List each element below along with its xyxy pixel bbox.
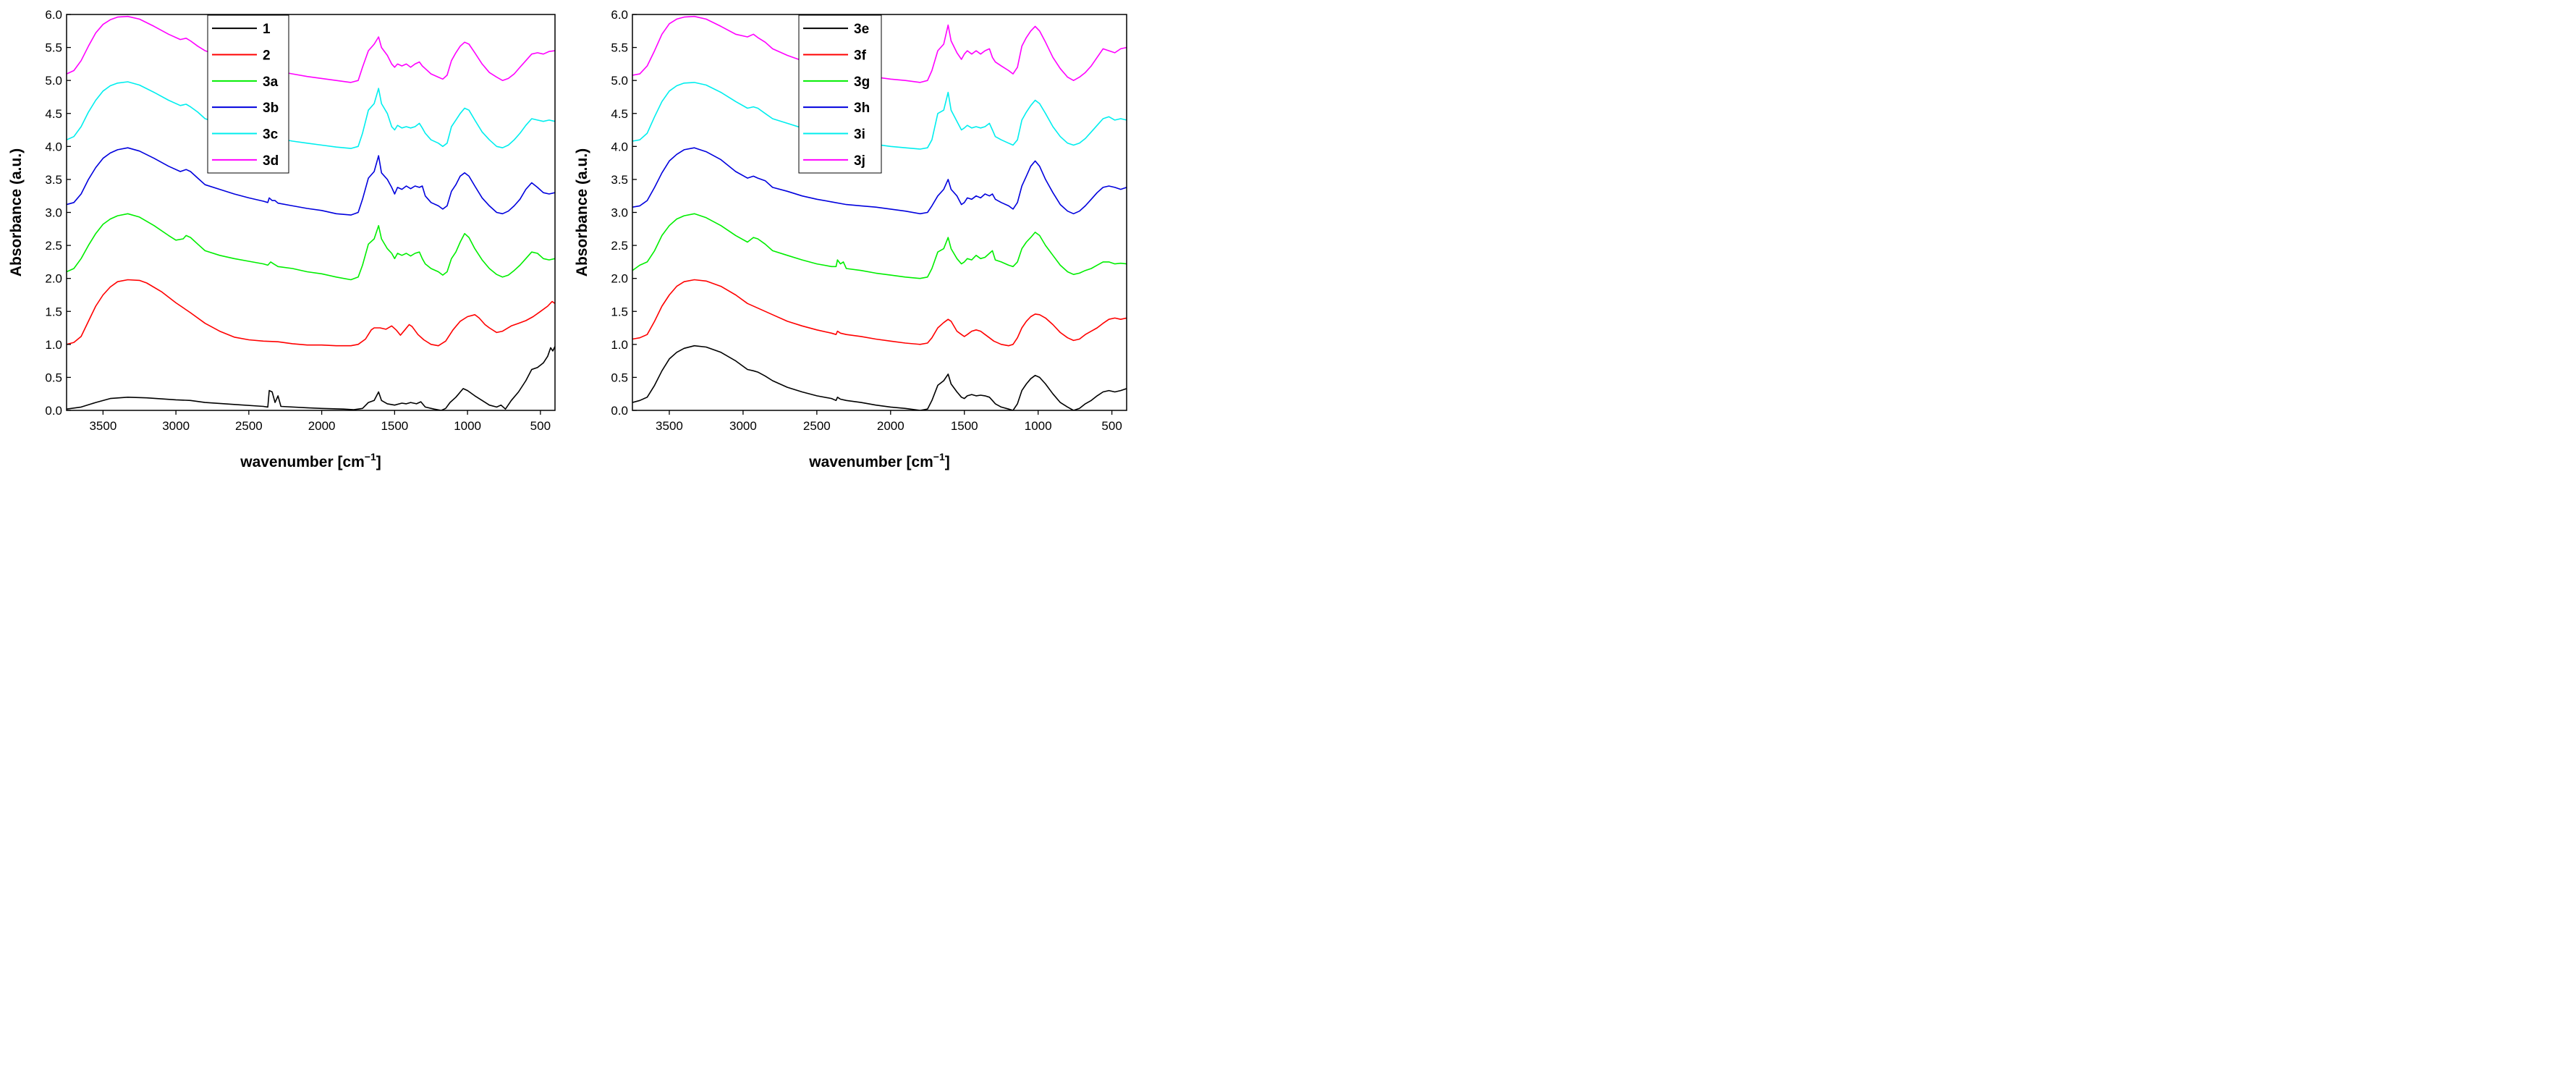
y-axis-title: Absorbance (a.u.) [574, 148, 590, 276]
series-line-3j [632, 15, 1127, 83]
y-tick-label: 5.0 [45, 74, 62, 88]
y-tick-label: 6.0 [45, 8, 62, 22]
x-axis-title: wavenumber [cm−1] [240, 451, 381, 470]
legend-box [207, 14, 289, 174]
x-tick-label: 3000 [162, 419, 190, 433]
y-axis-title: Absorbance (a.u.) [8, 148, 25, 276]
series-line-3b [67, 147, 555, 216]
chart-panel-1: 0.0 0.5 1.0 1.5 2.0 2.5 3.0 3.5 4.0 4.5 5.0 5.5 6.0 3… [8, 8, 556, 470]
x-tick-label: 2500 [235, 419, 263, 433]
y-tick-label: 5.5 [45, 41, 62, 55]
legend-label-3i: 3i [854, 127, 865, 143]
legend-label-3b: 3b [263, 101, 279, 116]
series-group [67, 15, 555, 410]
y-tick-label: 4.0 [611, 140, 628, 153]
series-line-3e [632, 345, 1127, 410]
series-line-3c [67, 81, 555, 149]
y-tick-label: 4.5 [45, 107, 62, 121]
x-tick-label: 3000 [729, 419, 757, 433]
x-tick-label: 2000 [877, 419, 904, 433]
y-tick-label: 2.0 [45, 272, 62, 286]
y-tick-label: 0.0 [611, 404, 628, 418]
y-tick-label: 5.5 [611, 41, 628, 55]
x-axis-title-main: wavenumber [cm [240, 454, 365, 470]
series-line-3d [67, 15, 555, 83]
y-tick-label: 3.0 [611, 206, 628, 220]
x-axis-title-sup: −1 [933, 451, 945, 462]
x-tick-label: 1500 [951, 419, 978, 433]
y-tick-label: 2.5 [45, 239, 62, 253]
x-tick-label: 3500 [89, 419, 116, 433]
legend-label-3h: 3h [854, 101, 870, 116]
y-tick-label: 5.0 [611, 74, 628, 88]
y-tick-label: 1.5 [611, 305, 628, 318]
y-tick-label: 3.5 [611, 173, 628, 187]
x-tick-label: 1000 [1025, 419, 1052, 433]
legend-label-1: 1 [263, 22, 271, 37]
legend: 3e 3f 3g 3h 3i 3j [798, 14, 882, 174]
figure: 0.0 0.5 1.0 1.5 2.0 2.5 3.0 3.5 4.0 4.5 5.0 5.5 6.0 3… [8, 8, 1127, 470]
x-tick-label: 1000 [454, 419, 481, 433]
legend-label-3c: 3c [263, 127, 279, 143]
series-line-3f [632, 279, 1127, 347]
legend-label-3j: 3j [854, 153, 865, 169]
y-tick-label: 1.0 [45, 338, 62, 352]
legend-label-3f: 3f [854, 48, 867, 64]
y-tick-label: 6.0 [611, 8, 628, 22]
y-tick-label: 3.0 [45, 206, 62, 220]
x-tick-label: 1500 [381, 419, 408, 433]
x-tick-label: 500 [530, 419, 551, 433]
legend-label-2: 2 [263, 48, 271, 64]
x-axis-title-close: ] [945, 454, 950, 470]
y-tick-label: 0.0 [45, 404, 62, 418]
legend-label-3d: 3d [263, 153, 279, 169]
y-tick-label: 2.0 [611, 272, 628, 286]
legend: 1 2 3a 3b 3c 3d [207, 14, 289, 174]
y-tick-label: 4.0 [45, 140, 62, 153]
legend-label-3a: 3a [263, 75, 279, 90]
series-group [632, 15, 1127, 410]
y-tick-label: 4.5 [611, 107, 628, 121]
series-line-2 [67, 279, 555, 347]
series-line-3i [632, 82, 1127, 150]
series-line-3h [632, 147, 1127, 215]
chart-panel-2: 0.0 0.5 1.0 1.5 2.0 2.5 3.0 3.5 4.0 4.5 5.0 5.5 6.0 3… [574, 8, 1127, 470]
legend-label-3g: 3g [854, 75, 870, 90]
legend-label-3e: 3e [854, 22, 869, 37]
x-tick-label: 2500 [803, 419, 831, 433]
y-tick-label: 0.5 [611, 371, 628, 384]
x-axis-title-close: ] [376, 454, 381, 470]
y-tick-label: 0.5 [45, 371, 62, 384]
series-line-1 [67, 345, 555, 410]
series-line-3g [632, 213, 1127, 279]
x-tick-label: 3500 [656, 419, 683, 433]
plot-frame [66, 14, 556, 411]
series-line-3a [67, 213, 555, 281]
x-axis-title: wavenumber [cm−1] [808, 451, 950, 470]
legend-box [798, 14, 882, 174]
y-tick-label: 3.5 [45, 173, 62, 187]
x-tick-label: 2000 [308, 419, 336, 433]
x-axis-title-sup: −1 [365, 451, 376, 462]
y-tick-label: 1.0 [611, 338, 628, 352]
x-axis-title-main: wavenumber [cm [808, 454, 933, 470]
y-tick-label: 1.5 [45, 305, 62, 318]
x-tick-label: 500 [1101, 419, 1122, 433]
y-tick-label: 2.5 [611, 239, 628, 253]
